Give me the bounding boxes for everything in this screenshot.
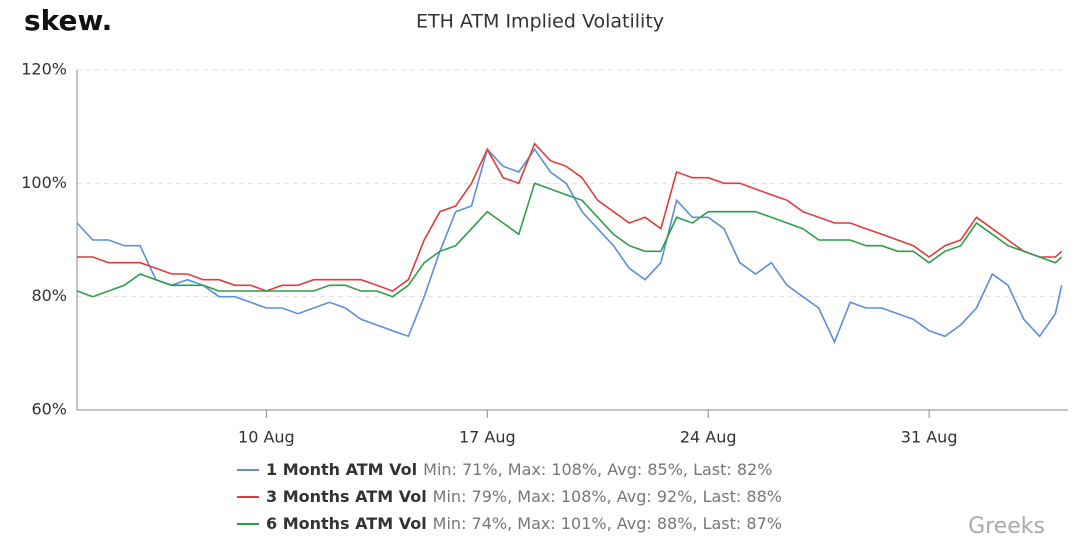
x-tick-label: 24 Aug <box>680 428 737 447</box>
legend-name: 3 Months ATM Vol <box>266 487 427 506</box>
x-tick-label: 10 Aug <box>238 428 295 447</box>
series-line <box>77 142 1063 292</box>
legend-entry: 3 Months ATM Vol Min: 79%, Max: 108%, Avg… <box>266 487 782 506</box>
legend-entry: 6 Months ATM Vol Min: 74%, Max: 101%, Avg… <box>266 514 782 533</box>
legend-entry: 1 Month ATM Vol Min: 71%, Max: 108%, Avg:… <box>266 460 772 479</box>
x-tick-label: 31 Aug <box>901 428 958 447</box>
y-tick-label: 60% <box>31 400 67 419</box>
series-line <box>76 182 1063 298</box>
watermark: Greeks <box>968 514 1045 539</box>
y-tick-label: 100% <box>21 173 67 192</box>
legend-summary: Min: 79%, Max: 108%, Avg: 92%, Last: 88% <box>433 487 782 506</box>
legend-name: 6 Months ATM Vol <box>266 514 427 533</box>
brand-logo: skew. <box>24 4 112 37</box>
legend-summary: Min: 74%, Max: 101%, Avg: 88%, Last: 87% <box>433 514 782 533</box>
legend-name: 1 Month ATM Vol <box>266 460 417 479</box>
x-tick-label: 17 Aug <box>459 428 516 447</box>
chart-title: ETH ATM Implied Volatility <box>416 11 664 33</box>
y-tick-label: 120% <box>21 60 67 79</box>
y-tick-label: 80% <box>31 286 67 305</box>
legend-summary: Min: 71%, Max: 108%, Avg: 85%, Last: 82% <box>423 460 772 479</box>
